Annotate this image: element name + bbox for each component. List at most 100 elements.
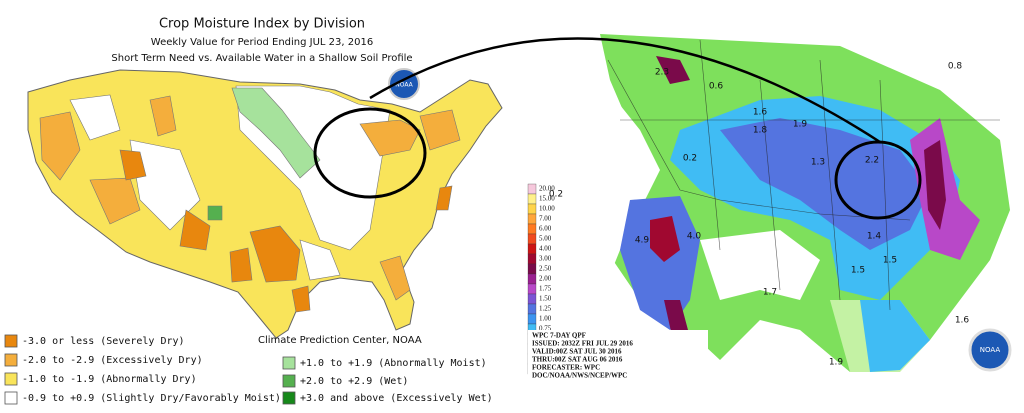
noaa-logo <box>968 328 1012 372</box>
scale-label: 15.00 <box>539 195 555 203</box>
qpf-red-sw2 <box>664 300 688 336</box>
scale-swatch <box>527 303 537 315</box>
precip-label: 1.3 <box>811 158 825 168</box>
scale-swatch <box>527 313 537 325</box>
division-patch <box>89 177 141 225</box>
precip-label: 0.2 <box>549 190 563 200</box>
legend-label: +1.0 to +1.9 (Abnormally Moist) <box>300 358 487 369</box>
precip-label: 4.0 <box>687 232 702 242</box>
scale-swatch <box>527 243 537 255</box>
division-patch <box>119 149 147 181</box>
division-patch <box>179 209 211 251</box>
precip-label: 0.2 <box>683 154 697 164</box>
legend-swatch <box>4 391 18 405</box>
state-line <box>819 59 841 301</box>
scale-swatch <box>527 213 537 225</box>
scale-swatch <box>527 293 537 305</box>
info-line: VALID:00Z SAT JUL 30 2016 <box>532 348 622 356</box>
scale-label: 1.50 <box>539 295 552 303</box>
scale-label: 3.00 <box>539 255 552 263</box>
division-patch <box>435 185 453 211</box>
precip-label: 0.8 <box>948 62 963 72</box>
scale-label: 1.25 <box>539 305 552 313</box>
legend-label: -1.0 to -1.9 (Abnormally Dry) <box>22 374 197 385</box>
precip-label: 1.8 <box>753 126 768 136</box>
scale-label: 2.00 <box>539 275 552 283</box>
scale-label: 5.00 <box>539 235 552 243</box>
map-description: Short Term Need vs. Available Water in a… <box>111 53 412 64</box>
precip-label: 1.4 <box>867 232 882 242</box>
qpf-darkblue-sw <box>620 196 700 330</box>
scale-label: 6.00 <box>539 225 552 233</box>
scale-swatch <box>527 203 537 215</box>
precip-label: 0.6 <box>709 82 724 92</box>
info-line: DOC/NOAA/NWS/NCEP/WPC <box>532 372 627 380</box>
legend-label: +2.0 to +2.9 (Wet) <box>300 376 408 387</box>
scale-swatch <box>527 273 537 285</box>
scale-label: 2.50 <box>539 265 552 273</box>
highlight-circle <box>313 107 427 199</box>
division-patch <box>249 225 301 283</box>
precip-label: 2.2 <box>865 156 879 166</box>
division-patch <box>39 111 81 181</box>
precip-label: 1.5 <box>883 256 897 266</box>
scale-label: 7.00 <box>539 215 552 223</box>
division-patch <box>231 87 321 179</box>
connector-arc <box>369 37 881 144</box>
division-patch <box>299 239 341 281</box>
qpf-red-ne <box>656 56 690 84</box>
info-line: THRU:00Z SAT AUG 06 2016 <box>532 356 623 364</box>
division-patch <box>379 255 411 301</box>
legend-swatch <box>4 334 18 348</box>
precip-label: 2.3 <box>655 68 669 78</box>
state-line <box>699 39 721 251</box>
legend-swatch <box>282 391 296 405</box>
qpf-red-sw <box>650 216 680 262</box>
logo-text: NOAA <box>980 346 1001 354</box>
map-credit: Climate Prediction Center, NOAA <box>258 335 422 346</box>
state-line <box>759 79 781 291</box>
info-line: WPC 7-DAY QPF <box>532 332 586 340</box>
scale-label: 10.00 <box>539 205 555 213</box>
scale-label: 1.75 <box>539 285 552 293</box>
scale-swatch <box>527 283 537 295</box>
division-patch <box>229 247 253 283</box>
precip-label: 1.5 <box>851 266 865 276</box>
legend-swatch <box>4 353 18 367</box>
division-patch <box>207 205 223 221</box>
state-line <box>607 59 911 221</box>
info-line: FORECASTER: WPC <box>532 364 600 372</box>
legend-swatch <box>4 372 18 386</box>
info-line: ISSUED: 2032Z FRI JUL 29 2016 <box>532 340 633 348</box>
precip-label: 1.6 <box>753 108 768 118</box>
scale-label: 1.00 <box>539 315 552 323</box>
info-box <box>528 330 708 382</box>
state-line <box>879 79 891 311</box>
division-patch <box>359 119 421 157</box>
scale-swatch <box>527 233 537 245</box>
scale-swatch <box>527 253 537 265</box>
map-subtitle: Weekly Value for Period Ending JUL 23, 2… <box>151 37 373 48</box>
scale-label: 20.00 <box>539 185 555 193</box>
legend-label: -2.0 to -2.9 (Excessively Dry) <box>22 355 203 366</box>
qpf-blue-gulf <box>860 300 930 372</box>
legend-label: -0.9 to +0.9 (Slightly Dry/Favorably Moi… <box>22 393 281 404</box>
scale-label: 4.00 <box>539 245 552 253</box>
division-patch <box>291 285 311 313</box>
scale-label: 0.75 <box>539 325 552 333</box>
scale-swatch <box>527 223 537 235</box>
division-patch <box>419 109 461 151</box>
qpf-white-south <box>700 230 820 300</box>
scale-swatch <box>527 183 537 195</box>
legend-label: +3.0 and above (Excessively Wet) <box>300 393 493 404</box>
qpf-magenta-se <box>924 140 946 230</box>
legend-swatch <box>282 356 296 370</box>
precip-label: 1.9 <box>793 120 808 130</box>
precip-label: 1.6 <box>955 316 970 326</box>
legend-swatch <box>282 374 296 388</box>
division-patch <box>149 95 177 137</box>
precip-label: 1.9 <box>829 358 844 368</box>
legend-label: -3.0 or less (Severely Dry) <box>22 336 185 347</box>
